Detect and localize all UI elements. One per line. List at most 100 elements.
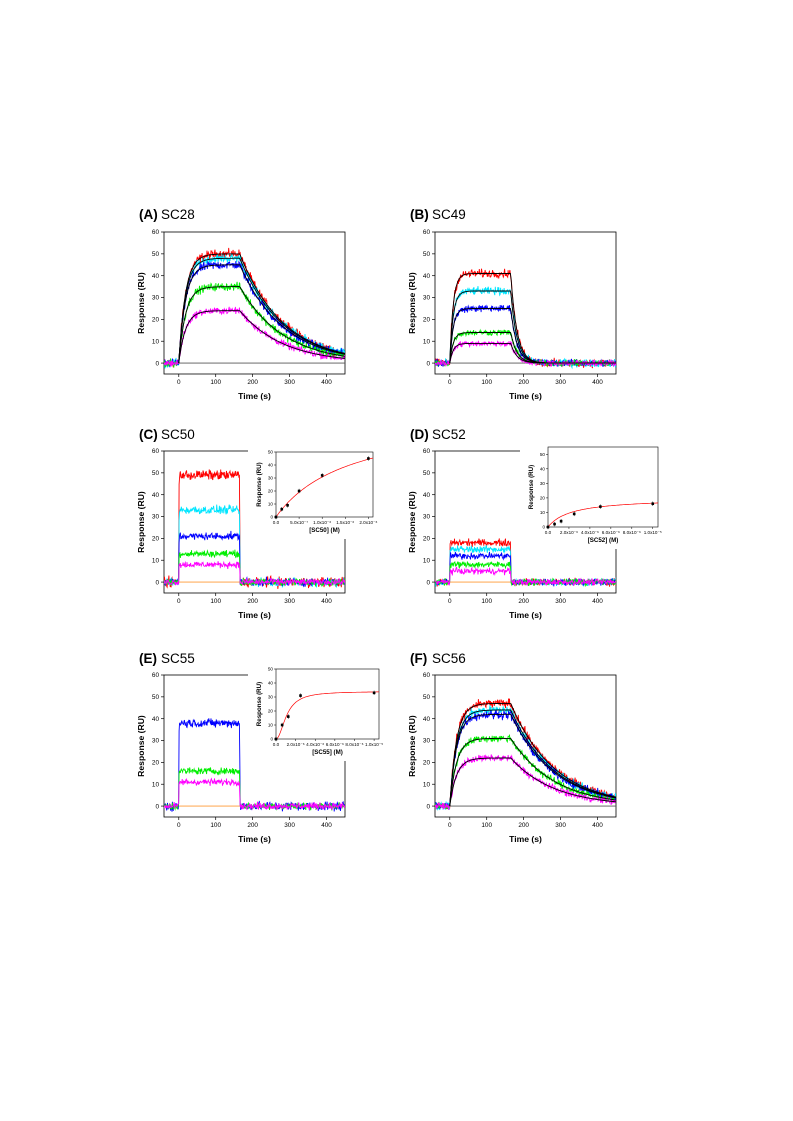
inset-data-point [280,507,284,511]
panel-compound-name: SC49 [432,207,466,222]
x-tick-label: 400 [321,598,332,605]
inset-x-tick-label: 0.0 [273,742,280,747]
y-tick-label: 50 [423,470,431,477]
series-trace [435,340,616,368]
y-tick-label: 30 [152,738,160,745]
y-tick-label: 10 [152,781,160,788]
fit-curve [449,273,616,364]
inset-y-tick-label: 50 [268,450,274,455]
inset-y-tick-label: 10 [268,723,274,728]
y-tick-label: 60 [152,448,160,455]
inset-x-tick-label: 2.0x10⁻⁶ [359,520,377,525]
x-tick-label: 0 [177,822,181,829]
x-tick-label: 400 [321,822,332,829]
fit-curve [178,310,345,364]
inset-data-point [572,512,576,516]
panel-letter: (B) [410,207,429,222]
inset-frame [275,668,380,740]
x-tick-label: 200 [518,598,529,605]
inset-chart: 0 10 20 30 40 50 0.0 5.0x10⁻⁷ 1.0x10⁻⁶ 1.5x10⁻⁶ 2.… [248,448,379,539]
fit-curve [449,709,616,807]
inset-x-tick-label: 4.0x10⁻⁶ [581,530,599,535]
series-trace [435,734,616,810]
panel-a: (A) SC28 0 100 200 300 400 0 10 20 30 40 50 60 Time (s… [136,207,346,401]
fit-curve [449,737,616,807]
x-tick-label: 0 [448,822,452,829]
inset-chart: 0 10 20 30 40 50 0.0 2.0x10⁻⁶ 4.0x10⁻⁶ 6.0x10⁻⁶ 8.… [520,443,664,549]
fit-curve [449,342,616,364]
y-tick-label: 20 [423,317,431,324]
series-trace [435,268,616,369]
inset-y-tick-label: 20 [540,496,546,501]
panel-compound-name: SC56 [432,651,466,666]
x-axis-label: Time (s) [509,834,542,844]
fit-curve [178,257,345,364]
inset-data-point [559,519,563,523]
x-tick-label: 300 [555,822,566,829]
y-tick-label: 50 [423,694,431,701]
inset-x-tick-label: 0.0 [545,530,552,535]
y-tick-label: 50 [423,251,431,258]
inset-data-point [274,515,278,519]
inset-y-tick-label: 40 [268,463,274,468]
panel-letter: (F) [410,651,427,666]
inset-chart: 0 10 20 30 40 50 0.0 2.0x10⁻⁶ 4.0x10⁻⁶ 6.0x10⁻⁶ 8.… [248,665,385,761]
y-tick-label: 60 [152,672,160,679]
panel-letter: (A) [139,207,158,222]
x-tick-label: 300 [284,379,295,386]
inset-fit-curve [275,457,374,518]
plot-frame [163,231,346,375]
inset-x-tick-label: 4.0x10⁻⁶ [306,742,324,747]
inset-y-tick-label: 50 [540,452,546,457]
y-tick-label: 20 [423,536,431,543]
y-tick-label: 30 [152,295,160,302]
inset-y-tick-label: 10 [540,510,546,515]
plot-area [435,538,616,587]
y-axis-label: Response (RU) [407,715,417,777]
y-tick-label: 60 [423,448,431,455]
inset-frame [275,451,374,518]
inset-data-point [546,525,550,529]
series-trace [164,306,345,367]
y-tick-label: 0 [426,579,430,586]
inset-y-tick-label: 10 [268,502,274,507]
x-axis-label: Time (s) [509,391,542,401]
y-tick-label: 10 [423,557,431,564]
inset-frame [547,446,659,528]
y-tick-label: 40 [423,492,431,499]
series-trace [164,777,345,811]
fit-curve [178,253,345,364]
inset-y-axis-label: Response (RU) [256,462,263,506]
x-tick-label: 100 [210,379,221,386]
y-tick-label: 20 [423,760,431,767]
y-tick-label: 50 [152,251,160,258]
inset-x-tick-label: 6.0x10⁻⁶ [326,742,344,747]
inset-data-point [286,504,289,507]
inset-background [248,448,379,539]
x-tick-label: 200 [518,822,529,829]
y-tick-label: 30 [423,738,431,745]
x-tick-label: 100 [481,822,492,829]
plot-area [435,268,616,370]
panel-letter: (D) [410,427,429,442]
panel-compound-name: SC52 [432,427,466,442]
y-axis-label: Response (RU) [407,491,417,553]
inset-y-tick-label: 0 [270,515,273,520]
fit-curve [178,264,345,364]
y-tick-label: 30 [423,295,431,302]
x-tick-label: 0 [177,598,181,605]
y-tick-label: 60 [152,229,160,236]
y-tick-label: 40 [152,716,160,723]
x-tick-label: 300 [284,598,295,605]
y-tick-label: 20 [152,536,160,543]
x-tick-label: 100 [210,598,221,605]
y-axis-label: Response (RU) [136,715,146,777]
panel-b: (B) SC49 0 100 200 300 400 0 10 20 30 40 50 60 Time (s… [407,207,617,401]
x-tick-label: 0 [448,379,452,386]
y-tick-label: 60 [423,229,431,236]
inset-data-point [367,457,370,460]
